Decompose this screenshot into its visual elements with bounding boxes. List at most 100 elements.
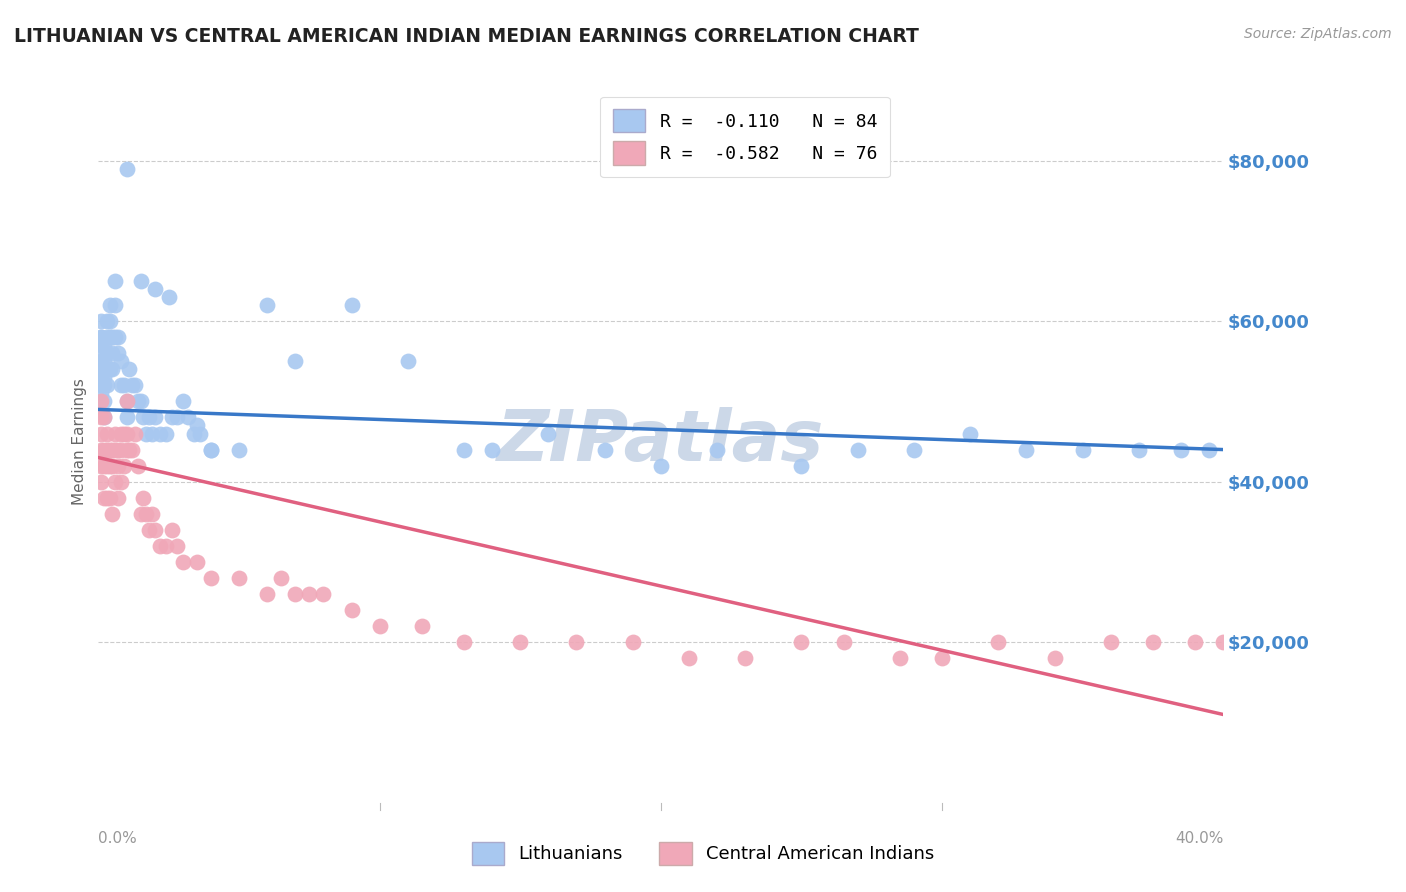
- Point: [90, 378, 112, 392]
- Point: [141, 426, 163, 441]
- Point: [101, 330, 124, 344]
- Point: [200, 571, 222, 585]
- Point: [340, 603, 363, 617]
- Point: [1015, 442, 1038, 457]
- Y-axis label: Median Earnings: Median Earnings: [72, 378, 87, 505]
- Point: [104, 475, 127, 489]
- Point: [138, 410, 160, 425]
- Point: [166, 410, 188, 425]
- Point: [93, 458, 115, 473]
- Point: [312, 587, 335, 601]
- Point: [1128, 442, 1150, 457]
- Point: [93, 410, 115, 425]
- Point: [110, 354, 132, 368]
- Point: [200, 442, 222, 457]
- Point: [186, 418, 208, 433]
- Point: [129, 507, 152, 521]
- Point: [96, 458, 118, 473]
- Point: [90, 338, 112, 352]
- Point: [188, 426, 211, 441]
- Point: [93, 370, 115, 384]
- Point: [96, 426, 118, 441]
- Point: [98, 491, 121, 505]
- Point: [1142, 635, 1164, 649]
- Point: [96, 362, 118, 376]
- Text: 40.0%: 40.0%: [1175, 830, 1223, 846]
- Point: [129, 394, 152, 409]
- Point: [138, 523, 160, 537]
- Point: [987, 635, 1010, 649]
- Point: [1184, 635, 1206, 649]
- Point: [270, 571, 292, 585]
- Point: [98, 442, 121, 457]
- Point: [846, 442, 869, 457]
- Point: [183, 426, 205, 441]
- Point: [93, 362, 115, 376]
- Point: [1099, 635, 1122, 649]
- Point: [121, 442, 143, 457]
- Point: [93, 378, 115, 392]
- Point: [166, 539, 188, 553]
- Point: [129, 274, 152, 288]
- Point: [396, 354, 419, 368]
- Point: [931, 651, 953, 665]
- Point: [90, 394, 112, 409]
- Point: [650, 458, 672, 473]
- Point: [118, 442, 141, 457]
- Point: [101, 442, 124, 457]
- Point: [110, 426, 132, 441]
- Point: [90, 410, 112, 425]
- Point: [832, 635, 855, 649]
- Point: [621, 635, 644, 649]
- Point: [115, 394, 138, 409]
- Point: [90, 458, 112, 473]
- Point: [186, 555, 208, 569]
- Point: [177, 410, 200, 425]
- Point: [96, 378, 118, 392]
- Point: [107, 346, 129, 360]
- Point: [160, 523, 183, 537]
- Point: [96, 346, 118, 360]
- Point: [110, 378, 132, 392]
- Point: [127, 458, 149, 473]
- Point: [1212, 635, 1234, 649]
- Point: [98, 330, 121, 344]
- Point: [411, 619, 433, 633]
- Point: [149, 539, 172, 553]
- Point: [368, 619, 391, 633]
- Point: [509, 635, 531, 649]
- Legend: R =  -0.110   N = 84, R =  -0.582   N = 76: R = -0.110 N = 84, R = -0.582 N = 76: [600, 96, 890, 178]
- Point: [104, 442, 127, 457]
- Point: [228, 442, 250, 457]
- Point: [160, 410, 183, 425]
- Point: [481, 442, 503, 457]
- Point: [107, 330, 129, 344]
- Point: [121, 378, 143, 392]
- Point: [90, 330, 112, 344]
- Point: [734, 651, 756, 665]
- Point: [93, 491, 115, 505]
- Point: [93, 394, 115, 409]
- Point: [101, 458, 124, 473]
- Point: [593, 442, 616, 457]
- Point: [340, 298, 363, 312]
- Point: [143, 523, 166, 537]
- Point: [112, 378, 135, 392]
- Point: [115, 442, 138, 457]
- Point: [903, 442, 925, 457]
- Point: [155, 539, 177, 553]
- Point: [90, 346, 112, 360]
- Point: [537, 426, 560, 441]
- Point: [115, 410, 138, 425]
- Point: [298, 587, 321, 601]
- Point: [115, 394, 138, 409]
- Point: [200, 442, 222, 457]
- Text: Source: ZipAtlas.com: Source: ZipAtlas.com: [1244, 27, 1392, 41]
- Point: [90, 386, 112, 401]
- Point: [256, 298, 278, 312]
- Point: [1170, 442, 1192, 457]
- Text: LITHUANIAN VS CENTRAL AMERICAN INDIAN MEDIAN EARNINGS CORRELATION CHART: LITHUANIAN VS CENTRAL AMERICAN INDIAN ME…: [14, 27, 920, 45]
- Point: [1071, 442, 1094, 457]
- Point: [98, 298, 121, 312]
- Point: [104, 330, 127, 344]
